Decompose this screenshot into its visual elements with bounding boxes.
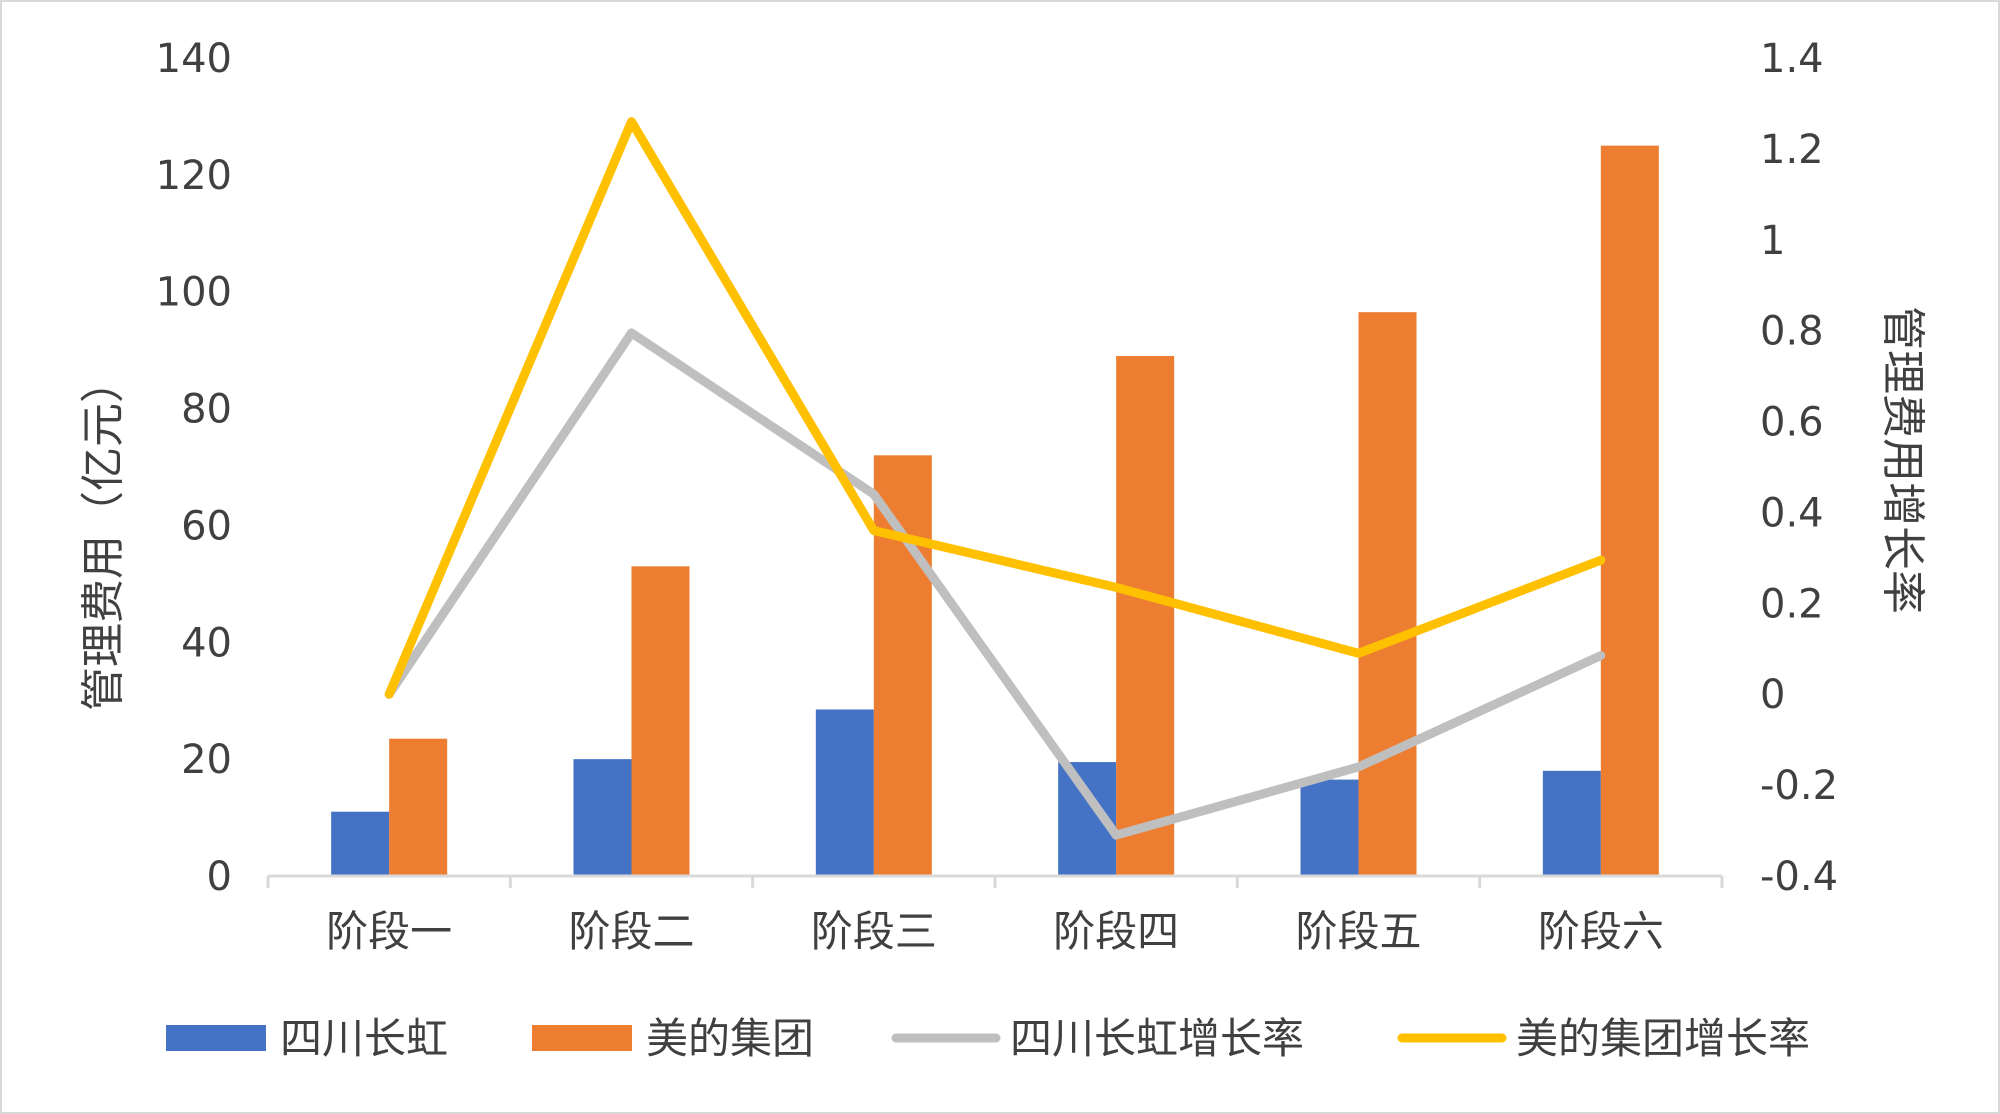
line-midea-growth bbox=[384, 117, 1606, 699]
bar-midea bbox=[631, 566, 690, 876]
legend-swatch bbox=[166, 1025, 266, 1051]
right-tick-label: 1 bbox=[1760, 218, 1785, 264]
legend-swatch bbox=[532, 1025, 632, 1051]
right-tick-label: 1.4 bbox=[1760, 36, 1824, 82]
bar-midea bbox=[1358, 312, 1417, 876]
right-tick-label: 0.2 bbox=[1760, 581, 1824, 627]
legend-label: 美的集团增长率 bbox=[1516, 1014, 1810, 1063]
legend: 四川长虹 美的集团 四川长虹增长率 美的集团增长率 bbox=[166, 1014, 1810, 1063]
x-axis bbox=[266, 874, 1724, 888]
bar-midea bbox=[389, 738, 448, 876]
legend-label: 四川长虹 bbox=[280, 1014, 448, 1063]
bar-changhong bbox=[815, 709, 874, 876]
right-tick-label: 0 bbox=[1760, 672, 1785, 718]
right-tick-label: 0.6 bbox=[1760, 400, 1824, 446]
category-label: 阶段四 bbox=[1053, 907, 1179, 956]
right-tick-label: -0.4 bbox=[1760, 854, 1838, 900]
left-tick-label: 0 bbox=[207, 854, 232, 900]
bar-changhong bbox=[573, 759, 632, 876]
left-tick-label: 120 bbox=[156, 153, 232, 199]
left-tick-label: 80 bbox=[181, 387, 232, 433]
bar-midea bbox=[1116, 355, 1175, 876]
category-label: 阶段五 bbox=[1295, 907, 1421, 956]
left-tick-label: 20 bbox=[181, 737, 232, 783]
right-tick-label: -0.2 bbox=[1760, 763, 1838, 809]
bar-midea bbox=[1600, 145, 1659, 877]
lines bbox=[384, 117, 1606, 840]
left-tick-label: 100 bbox=[156, 270, 232, 316]
right-tick-label: 0.8 bbox=[1760, 309, 1824, 355]
legend-label: 美的集团 bbox=[646, 1014, 814, 1063]
bar-midea bbox=[873, 455, 932, 876]
category-label: 阶段六 bbox=[1538, 907, 1664, 956]
right-axis-title: 管理费用增长率 bbox=[1877, 306, 1928, 614]
bar-changhong bbox=[331, 811, 390, 876]
right-axis-ticks: -0.4 -0.2 0 0.2 0.4 0.6 0.8 1 1.2 1.4 bbox=[1760, 36, 1838, 900]
right-tick-label: 0.4 bbox=[1760, 490, 1824, 536]
left-tick-label: 140 bbox=[156, 36, 232, 82]
bar-changhong bbox=[1300, 779, 1359, 876]
category-label: 阶段一 bbox=[326, 907, 452, 956]
bar-changhong bbox=[1542, 770, 1601, 876]
left-tick-label: 40 bbox=[181, 620, 232, 666]
left-tick-label: 60 bbox=[181, 503, 232, 549]
right-tick-label: 1.2 bbox=[1760, 127, 1824, 173]
left-axis-ticks: 0 20 40 60 80 100 120 140 bbox=[156, 36, 232, 900]
line-changhong-growth bbox=[384, 328, 1606, 840]
category-label: 阶段二 bbox=[568, 907, 694, 956]
bars bbox=[331, 145, 1659, 877]
category-labels: 阶段一 阶段二 阶段三 阶段四 阶段五 阶段六 bbox=[326, 907, 1664, 956]
left-axis-title: 管理费用（亿元） bbox=[78, 359, 129, 711]
category-label: 阶段三 bbox=[811, 907, 937, 956]
legend-label: 四川长虹增长率 bbox=[1010, 1014, 1304, 1063]
